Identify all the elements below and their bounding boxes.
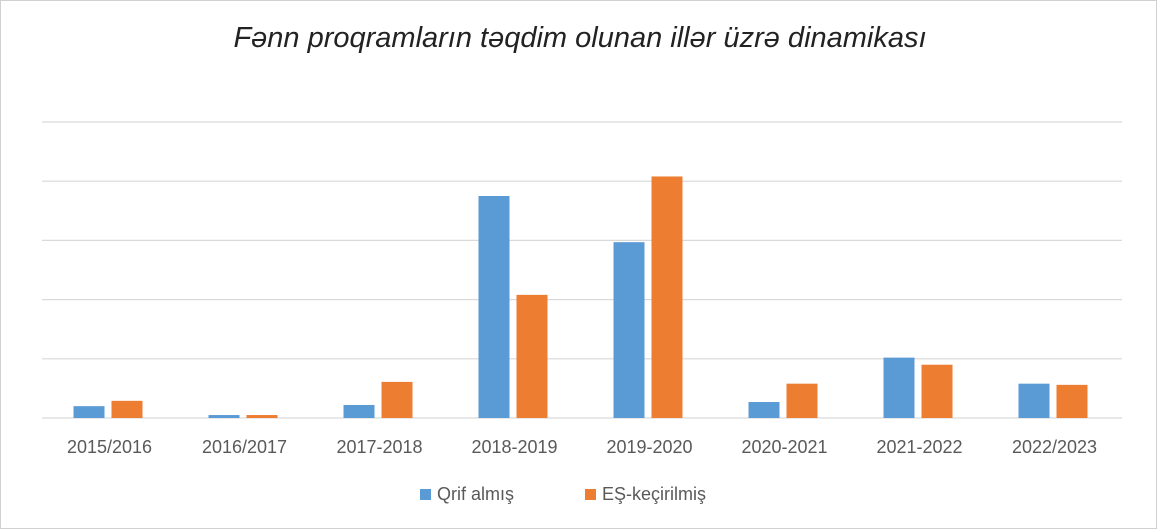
legend-label: Qrif almış: [437, 484, 514, 504]
bar: [1018, 383, 1050, 418]
bar: [111, 400, 143, 418]
chart-title: Fənn proqramların təqdim olunan illər üz…: [233, 22, 927, 54]
x-tick-label: 2016/2017: [202, 437, 287, 457]
bar: [651, 176, 683, 418]
x-tick-label: 2021-2022: [876, 437, 962, 457]
bar: [613, 242, 645, 418]
x-tick-label: 2015/2016: [67, 437, 152, 457]
bar: [246, 415, 278, 418]
bar: [208, 415, 240, 418]
bar: [516, 294, 548, 418]
bar: [478, 196, 510, 418]
bar: [381, 381, 413, 418]
legend-swatch: [420, 489, 431, 500]
x-tick-label: 2019-2020: [606, 437, 692, 457]
bar: [748, 402, 780, 418]
x-tick-label: 2020-2021: [741, 437, 827, 457]
bar: [73, 406, 105, 418]
x-tick-label: 2017-2018: [336, 437, 422, 457]
bar: [883, 357, 915, 418]
bar: [343, 404, 375, 418]
legend-label: EŞ-keçirilmiş: [602, 484, 706, 504]
x-tick-label: 2018-2019: [471, 437, 557, 457]
bar: [1056, 384, 1088, 418]
bar: [786, 383, 818, 418]
legend-swatch: [585, 489, 596, 500]
x-tick-label: 2022/2023: [1012, 437, 1097, 457]
bar: [921, 364, 953, 418]
